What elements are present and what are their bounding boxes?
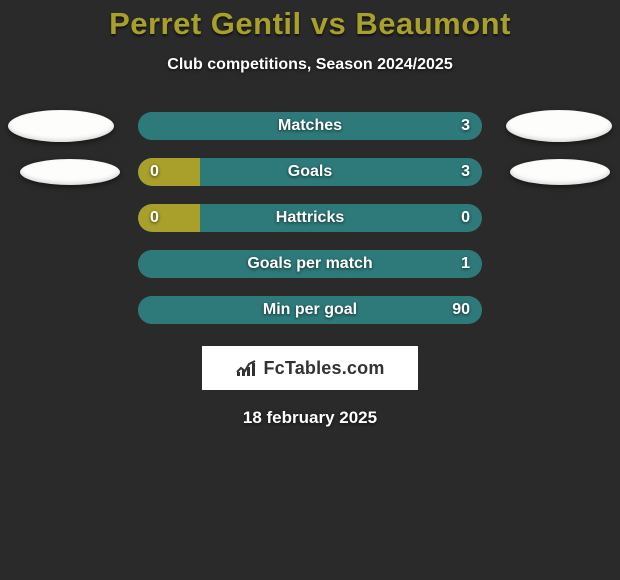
stat-bar: 0 0 Hattricks [138,204,482,232]
player-avatar-left [20,159,120,185]
stat-value-right: 3 [461,163,470,181]
stat-row: 90 Min per goal [0,296,620,324]
player-avatar-right [510,159,610,185]
stat-label: Goals [288,163,332,181]
stat-value-right: 3 [461,117,470,135]
stat-value-right: 90 [452,301,470,319]
logo-box: FcTables.com [202,346,418,390]
logo-text: FcTables.com [263,358,384,379]
comparison-infographic: Perret Gentil vs Beaumont Club competiti… [0,0,620,580]
stat-label: Min per goal [263,301,357,319]
stat-label: Goals per match [247,255,372,273]
stat-value-left: 0 [150,163,159,181]
stat-label: Matches [278,117,342,135]
subtitle: Club competitions, Season 2024/2025 [0,56,620,74]
stat-value-right: 1 [461,255,470,273]
bar-segment-right [200,158,482,186]
stat-bar: 1 Goals per match [138,250,482,278]
stat-value-left: 0 [150,209,159,227]
bar-segment-left [138,158,200,186]
stat-label: Hattricks [276,209,344,227]
stat-bar: 3 Matches [138,112,482,140]
stat-bar: 90 Min per goal [138,296,482,324]
chart-icon [235,358,257,378]
player-avatar-left [8,110,114,142]
stat-row: 0 3 Goals [0,158,620,186]
player-avatar-right [506,110,612,142]
stat-row: 3 Matches [0,112,620,140]
stat-value-right: 0 [461,209,470,227]
page-title: Perret Gentil vs Beaumont [0,0,620,42]
date-label: 18 february 2025 [0,408,620,428]
bar-segment-left [138,204,200,232]
stat-row: 1 Goals per match [0,250,620,278]
stat-rows: 3 Matches 0 3 Goals 0 0 Hattricks 1 Goals per mat… [0,112,620,324]
stat-bar: 0 3 Goals [138,158,482,186]
stat-row: 0 0 Hattricks [0,204,620,232]
